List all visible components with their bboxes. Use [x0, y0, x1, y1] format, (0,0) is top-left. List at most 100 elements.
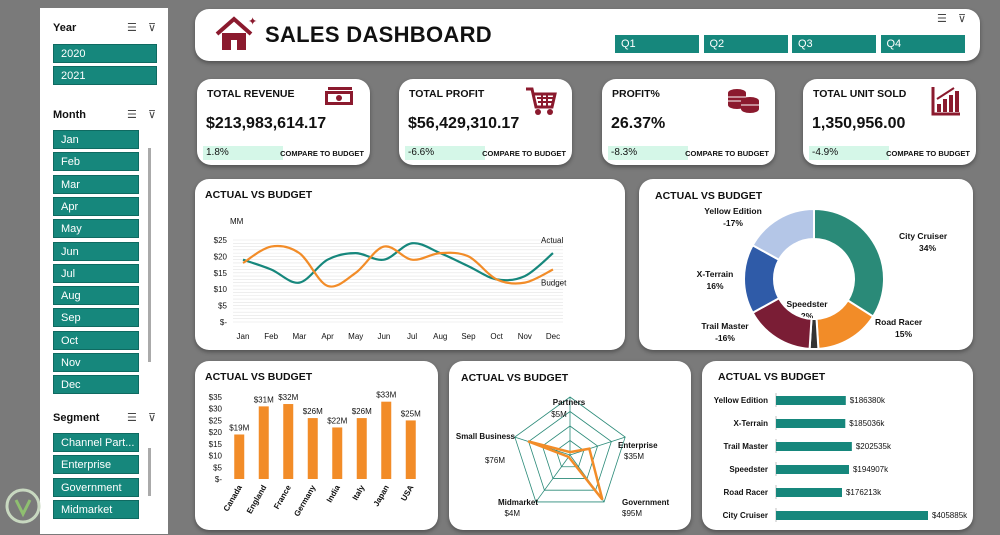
multi-select-icon[interactable]: ☰	[937, 13, 947, 25]
month-slicer-item[interactable]: Aug	[53, 286, 139, 306]
slicer-panel: Year ☰ ⊽ 2020 2021 Month ☰ ⊽ Jan Feb Mar Apr…	[40, 8, 168, 534]
quarter-slicer-icons: ☰ ⊽	[937, 12, 966, 25]
radar-grid	[528, 411, 612, 491]
donut-slice-pct: -17%	[723, 218, 743, 228]
radar-axis-value: $4M	[504, 509, 520, 518]
column-chart-card: ACTUAL VS BUDGET $35 $30 $25 $20 $15 $10 $5 $- $…	[195, 361, 438, 530]
y-tick-label: $15	[209, 440, 223, 449]
donut-chart-title: ACTUAL VS BUDGET	[655, 190, 763, 202]
month-slicer-item[interactable]: Jan	[53, 130, 139, 149]
y-tick-label: $15	[214, 269, 228, 278]
multi-select-icon[interactable]: ☰	[127, 109, 137, 121]
x-tick-label: Japan	[372, 483, 391, 508]
quarter-slicer-item[interactable]: Q3	[792, 35, 876, 53]
hbar-category-label: Yellow Edition	[714, 396, 768, 405]
y-tick-label: $5	[218, 302, 227, 311]
clear-filter-icon[interactable]: ⊽	[147, 22, 156, 34]
radar-axis-value: $76M	[485, 456, 505, 465]
segment-slicer-item[interactable]: Midmarket	[53, 499, 139, 519]
header-card: ✦ SALES DASHBOARD ☰ ⊽ Q1 Q2 Q3 Q4	[195, 9, 980, 61]
month-slicer-item[interactable]: May	[53, 219, 139, 239]
home-icon: ✦	[215, 16, 257, 50]
column-bar	[258, 406, 269, 479]
y-tick-label: $35	[209, 393, 223, 402]
x-tick-label: Jun	[377, 332, 390, 341]
radar-grid	[541, 425, 599, 479]
x-tick-label: Mar	[292, 332, 306, 341]
kpi-title: TOTAL REVENUE	[207, 88, 295, 100]
y-tick-label: $-	[220, 318, 227, 327]
radar-axis-name: Small Business	[456, 432, 516, 441]
clear-filter-icon[interactable]: ⊽	[147, 109, 156, 121]
month-slicer-item[interactable]: Feb	[53, 152, 139, 172]
segment-scrollbar[interactable]	[148, 448, 151, 496]
kpi-card: TOTAL REVENUE $213,983,614.17 1.8% COMPA…	[197, 79, 370, 165]
hbar-data-label: $202535k	[856, 442, 892, 451]
hbar-bar	[776, 419, 846, 428]
segment-slicer-item[interactable]: Government	[53, 477, 139, 497]
month-slicer-item[interactable]: Jun	[53, 241, 139, 261]
column-chart-title: ACTUAL VS BUDGET	[205, 371, 313, 383]
quarter-slicer-item[interactable]: Q1	[615, 35, 699, 53]
month-slicer-item[interactable]: Sep	[53, 308, 139, 328]
kpi-value: 1,350,956.00	[812, 115, 906, 132]
month-slicer-item[interactable]: Apr	[53, 196, 139, 216]
multi-select-icon[interactable]: ☰	[127, 412, 137, 424]
radar-spoke	[535, 454, 571, 503]
hbar-data-label: $405885k	[932, 511, 968, 520]
segment-slicer-item[interactable]: Channel Part...	[53, 433, 139, 452]
line-series-budget	[242, 244, 554, 288]
year-slicer-item[interactable]: 2021	[53, 66, 157, 85]
column-data-label: $22M	[327, 416, 347, 425]
x-tick-label: England	[245, 483, 269, 515]
x-tick-label: Apr	[321, 332, 334, 341]
month-slicer-item[interactable]: Mar	[53, 174, 139, 194]
month-slicer-item[interactable]: Oct	[53, 330, 139, 350]
column-data-label: $32M	[278, 393, 298, 402]
x-tick-label: Nov	[518, 332, 532, 341]
x-tick-label: Italy	[351, 483, 367, 502]
clear-filter-icon[interactable]: ⊽	[147, 412, 156, 424]
hbar-category-label: Road Racer	[724, 488, 768, 497]
column-data-label: $31M	[254, 395, 274, 404]
donut-slice-label: X-Terrain	[697, 269, 734, 279]
kpi-compare-label: COMPARE TO BUDGET	[280, 149, 364, 158]
radar-series	[527, 440, 604, 501]
segment-slicer-item[interactable]: Enterprise	[53, 455, 139, 475]
month-slicer-item[interactable]: Jul	[53, 263, 139, 283]
radar-grid	[514, 396, 626, 503]
year-slicer-title: Year	[53, 22, 77, 34]
donut-chart: City Cruiser 34% Road Racer 15% Speedster 2% T…	[697, 206, 948, 350]
svg-text:✦: ✦	[248, 16, 257, 28]
radar-axis-name: Midmarket	[498, 498, 538, 507]
radar-axis-value: $5M	[551, 410, 567, 419]
x-tick-label: Sep	[461, 332, 476, 341]
watermark-logo	[5, 488, 41, 524]
y-tick-label: $20	[209, 428, 223, 437]
x-tick-label: Aug	[433, 332, 447, 341]
donut-slice-label: Road Racer	[875, 317, 923, 327]
month-scrollbar[interactable]	[148, 148, 151, 362]
radar-axis-value: $95M	[622, 509, 642, 518]
bar-growth-icon	[930, 85, 962, 122]
hbar-bar	[776, 465, 849, 474]
y-tick-label: $5	[213, 463, 222, 472]
column-bar	[283, 404, 294, 479]
donut-slice-pct: 15%	[895, 329, 912, 339]
column-bar	[332, 427, 343, 479]
line-chart: MM $25 $20 $15 $10 $5 $- Jan Feb Mar Apr May Jun Jul A…	[214, 217, 567, 341]
quarter-slicer-item[interactable]: Q2	[703, 35, 788, 53]
clear-filter-icon[interactable]: ⊽	[957, 13, 966, 25]
quarter-slicer-item[interactable]: Q4	[880, 35, 965, 53]
month-slicer-item[interactable]: Nov	[53, 353, 139, 372]
kpi-value: $213,983,614.17	[206, 115, 327, 132]
kpi-compare-label: COMPARE TO BUDGET	[685, 149, 769, 158]
hbar-data-label: $194907k	[853, 465, 889, 474]
multi-select-icon[interactable]: ☰	[127, 22, 137, 34]
x-tick-label: Feb	[264, 332, 278, 341]
year-slicer-item[interactable]: 2020	[53, 44, 157, 63]
kpi-title: TOTAL UNIT SOLD	[813, 88, 907, 100]
hbar-bar	[776, 511, 928, 520]
month-slicer-item[interactable]: Dec	[53, 375, 139, 395]
column-data-label: $26M	[352, 407, 372, 416]
